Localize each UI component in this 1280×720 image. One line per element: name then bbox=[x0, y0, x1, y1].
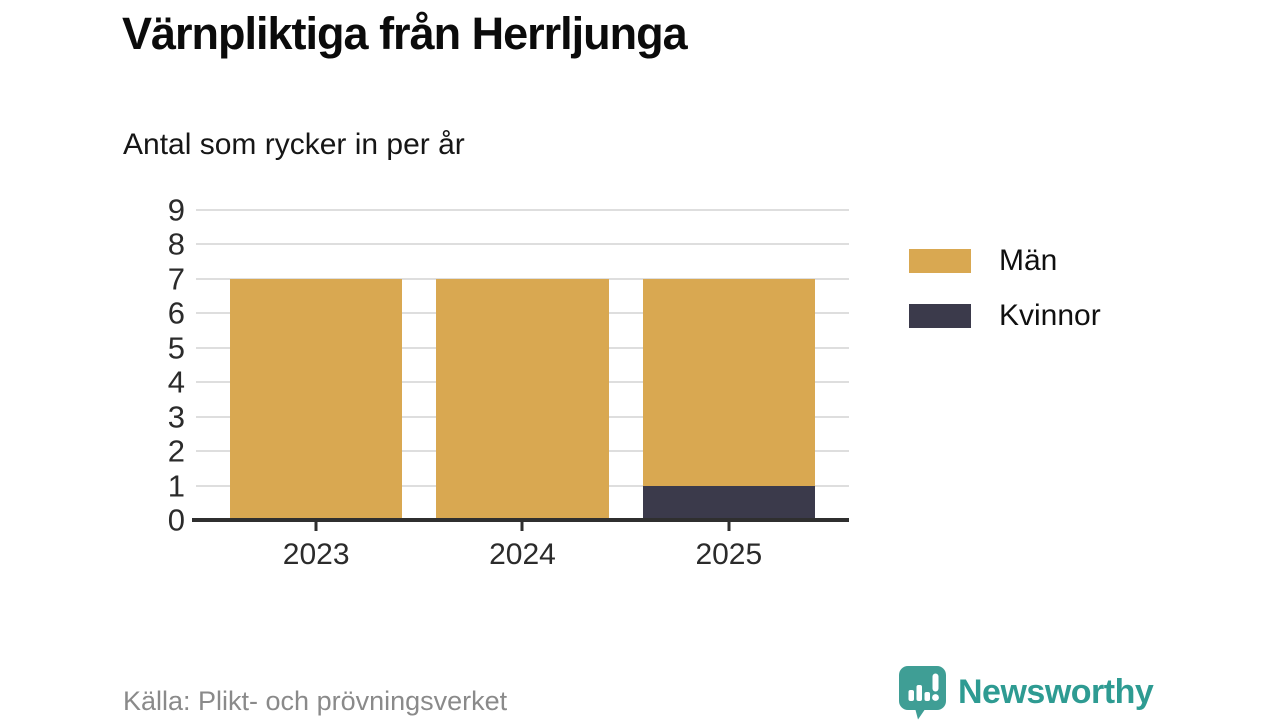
bar-2023 bbox=[230, 210, 403, 531]
y-tick-label-7: 7 bbox=[167, 261, 185, 297]
x-tick-2023 bbox=[314, 522, 318, 531]
chart-subtitle: Antal som rycker in per år bbox=[123, 128, 465, 161]
bars-row bbox=[196, 210, 849, 531]
brand-name: Newsworthy bbox=[958, 672, 1154, 711]
legend-swatch-Kvinnor bbox=[909, 304, 971, 328]
legend-label-Kvinnor: Kvinnor bbox=[999, 299, 1101, 332]
plot-area bbox=[192, 209, 849, 531]
bar-segment-2025-Kvinnor bbox=[642, 485, 815, 520]
source-note: Källa: Plikt- och prövningsverket bbox=[123, 686, 508, 716]
y-tick-label-5: 5 bbox=[167, 330, 185, 366]
gridline-9 bbox=[196, 209, 849, 211]
x-axis-labels: 2023 2024 2025 bbox=[196, 538, 849, 572]
x-tick-2024 bbox=[520, 522, 524, 531]
legend-row-Män: Män bbox=[909, 244, 1101, 278]
bar-segment-2025-Män bbox=[642, 278, 815, 486]
x-tick-label-2024: 2024 bbox=[489, 538, 556, 571]
newsworthy-logo: Newsworthy bbox=[897, 664, 1154, 720]
bar-segment-2024-Män bbox=[436, 278, 609, 520]
newsworthy-bubble-chart-icon bbox=[899, 666, 946, 720]
x-axis-line bbox=[192, 518, 849, 522]
y-tick-label-2: 2 bbox=[167, 433, 185, 469]
y-tick-label-3: 3 bbox=[167, 399, 185, 435]
bar-segment-2023-Män bbox=[230, 278, 403, 520]
chart-title: Värnpliktiga från Herrljunga bbox=[122, 8, 688, 59]
legend-label-Män: Män bbox=[999, 244, 1058, 277]
bar-2025 bbox=[642, 210, 815, 531]
y-tick-label-1: 1 bbox=[167, 468, 185, 504]
x-tick-2025 bbox=[727, 522, 731, 531]
y-tick-label-4: 4 bbox=[167, 364, 185, 400]
gridline-8 bbox=[196, 243, 849, 246]
y-tick-label-6: 6 bbox=[167, 295, 185, 331]
y-tick-label-0: 0 bbox=[167, 502, 185, 538]
x-tick-label-2023: 2023 bbox=[282, 538, 350, 571]
legend-swatch-Män bbox=[909, 249, 971, 273]
y-tick-label-9: 9 bbox=[167, 192, 185, 228]
legend-row-Kvinnor: Kvinnor bbox=[909, 299, 1101, 333]
y-tick-label-8: 8 bbox=[167, 226, 185, 262]
legend: Män Kvinnor bbox=[909, 244, 1101, 354]
bar-2024 bbox=[436, 210, 609, 531]
x-tick-label-2025: 2025 bbox=[695, 538, 763, 571]
